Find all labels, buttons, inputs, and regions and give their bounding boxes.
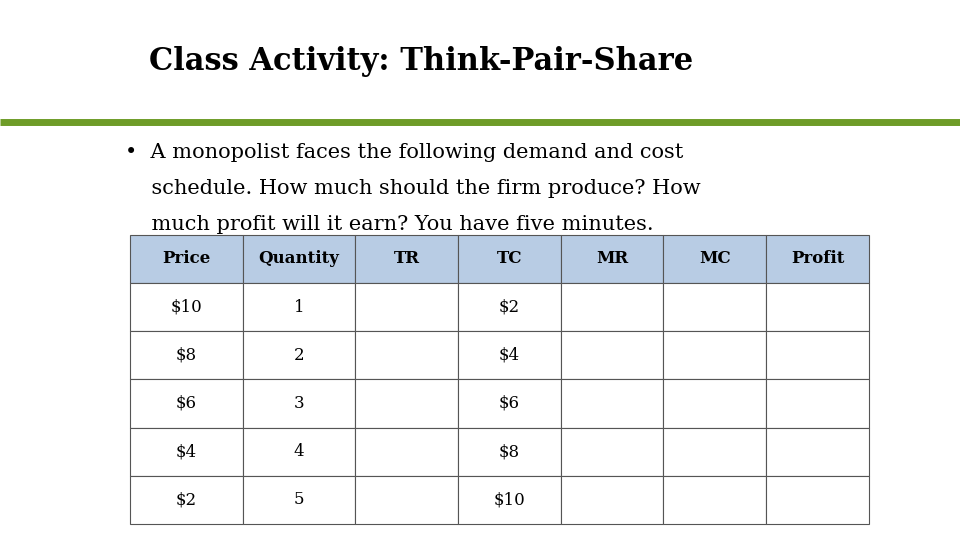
FancyBboxPatch shape — [243, 428, 355, 476]
FancyBboxPatch shape — [561, 428, 663, 476]
FancyBboxPatch shape — [766, 283, 869, 331]
FancyBboxPatch shape — [458, 379, 561, 428]
Text: 5: 5 — [294, 491, 304, 508]
Text: MC: MC — [699, 251, 731, 267]
Text: $4: $4 — [176, 443, 197, 460]
Text: schedule. How much should the firm produce? How: schedule. How much should the firm produ… — [125, 179, 701, 198]
Text: $2: $2 — [176, 491, 197, 508]
Text: $6: $6 — [176, 395, 197, 412]
FancyBboxPatch shape — [130, 331, 243, 379]
FancyBboxPatch shape — [355, 428, 458, 476]
Text: 1: 1 — [294, 299, 304, 315]
Text: $8: $8 — [499, 443, 520, 460]
FancyBboxPatch shape — [243, 331, 355, 379]
FancyBboxPatch shape — [561, 235, 663, 283]
Text: $2: $2 — [499, 299, 520, 315]
FancyBboxPatch shape — [243, 476, 355, 524]
Text: •  A monopolist faces the following demand and cost: • A monopolist faces the following deman… — [125, 143, 684, 162]
FancyBboxPatch shape — [243, 283, 355, 331]
FancyBboxPatch shape — [458, 235, 561, 283]
FancyBboxPatch shape — [766, 379, 869, 428]
Text: 4: 4 — [294, 443, 304, 460]
Text: TR: TR — [394, 251, 420, 267]
Text: $10: $10 — [493, 491, 525, 508]
FancyBboxPatch shape — [243, 379, 355, 428]
Text: Class Activity: Think-Pair-Share: Class Activity: Think-Pair-Share — [149, 46, 693, 77]
FancyBboxPatch shape — [663, 476, 766, 524]
FancyBboxPatch shape — [458, 283, 561, 331]
FancyBboxPatch shape — [663, 331, 766, 379]
FancyBboxPatch shape — [458, 331, 561, 379]
FancyBboxPatch shape — [561, 379, 663, 428]
Text: $4: $4 — [499, 347, 520, 364]
Text: MR: MR — [596, 251, 628, 267]
FancyBboxPatch shape — [766, 235, 869, 283]
FancyBboxPatch shape — [561, 283, 663, 331]
FancyBboxPatch shape — [130, 476, 243, 524]
Text: Profit: Profit — [791, 251, 844, 267]
FancyBboxPatch shape — [130, 428, 243, 476]
Text: TC: TC — [496, 251, 522, 267]
FancyBboxPatch shape — [458, 476, 561, 524]
FancyBboxPatch shape — [766, 331, 869, 379]
FancyBboxPatch shape — [561, 476, 663, 524]
FancyBboxPatch shape — [766, 476, 869, 524]
FancyBboxPatch shape — [561, 331, 663, 379]
Text: much profit will it earn? You have five minutes.: much profit will it earn? You have five … — [125, 215, 654, 234]
Text: $10: $10 — [170, 299, 202, 315]
FancyBboxPatch shape — [355, 235, 458, 283]
FancyBboxPatch shape — [766, 428, 869, 476]
Text: $8: $8 — [176, 347, 197, 364]
FancyBboxPatch shape — [663, 428, 766, 476]
Text: 2: 2 — [294, 347, 304, 364]
FancyBboxPatch shape — [130, 235, 243, 283]
FancyBboxPatch shape — [355, 476, 458, 524]
FancyBboxPatch shape — [130, 283, 243, 331]
Text: $6: $6 — [499, 395, 520, 412]
FancyBboxPatch shape — [355, 379, 458, 428]
FancyBboxPatch shape — [663, 379, 766, 428]
Text: 3: 3 — [294, 395, 304, 412]
Text: Quantity: Quantity — [258, 251, 340, 267]
FancyBboxPatch shape — [663, 283, 766, 331]
FancyBboxPatch shape — [243, 235, 355, 283]
FancyBboxPatch shape — [355, 331, 458, 379]
FancyBboxPatch shape — [130, 379, 243, 428]
Text: Price: Price — [162, 251, 210, 267]
FancyBboxPatch shape — [663, 235, 766, 283]
FancyBboxPatch shape — [355, 283, 458, 331]
FancyBboxPatch shape — [458, 428, 561, 476]
